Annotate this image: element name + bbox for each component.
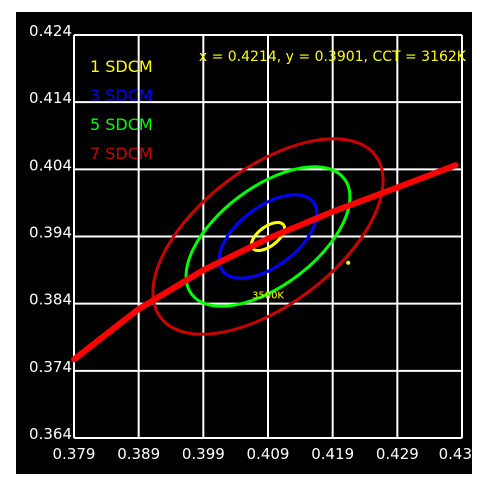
y-tick-label: 0.364 <box>29 425 72 443</box>
y-tick-label: 0.394 <box>29 224 72 242</box>
sdcm-ellipse <box>184 165 352 308</box>
chart-background <box>16 12 472 474</box>
legend-entry: 5 SDCM <box>90 115 153 134</box>
x-tick-label: 0.43 <box>439 445 472 463</box>
cct-label-3500k: 3500K <box>252 291 284 302</box>
x-tick-label: 0.399 <box>182 445 225 463</box>
legend-entry: 1 SDCM <box>90 57 153 76</box>
planckian-locus-line <box>71 162 459 363</box>
x-tick-label: 0.409 <box>247 445 290 463</box>
measured-point <box>346 260 351 265</box>
x-tick-label: 0.389 <box>117 445 160 463</box>
x-tick-label: 0.429 <box>376 445 419 463</box>
planckian-locus <box>71 162 459 363</box>
grid-lines <box>73 34 463 439</box>
x-tick-label: 0.419 <box>311 445 354 463</box>
sdcm-ellipse <box>151 137 385 336</box>
points <box>346 260 351 265</box>
sdcm-ellipses <box>151 137 385 336</box>
readout-text: x = 0.4214, y = 0.3901, CCT = 3162K <box>199 49 467 65</box>
legend-entry: 3 SDCM <box>90 86 153 105</box>
labels: 0.379 0.389 0.399 0.409 0.419 0.429 0.43 0.424 0… <box>29 22 472 463</box>
legend-entry: 7 SDCM <box>90 144 153 163</box>
x-tick-label: 0.379 <box>53 445 96 463</box>
sdcm-ellipse <box>217 193 319 280</box>
y-tick-label: 0.414 <box>29 89 72 107</box>
y-tick-label: 0.384 <box>29 291 72 309</box>
y-tick-label: 0.424 <box>29 22 72 40</box>
y-tick-label: 0.374 <box>29 358 72 376</box>
y-tick-label: 0.404 <box>29 156 72 174</box>
